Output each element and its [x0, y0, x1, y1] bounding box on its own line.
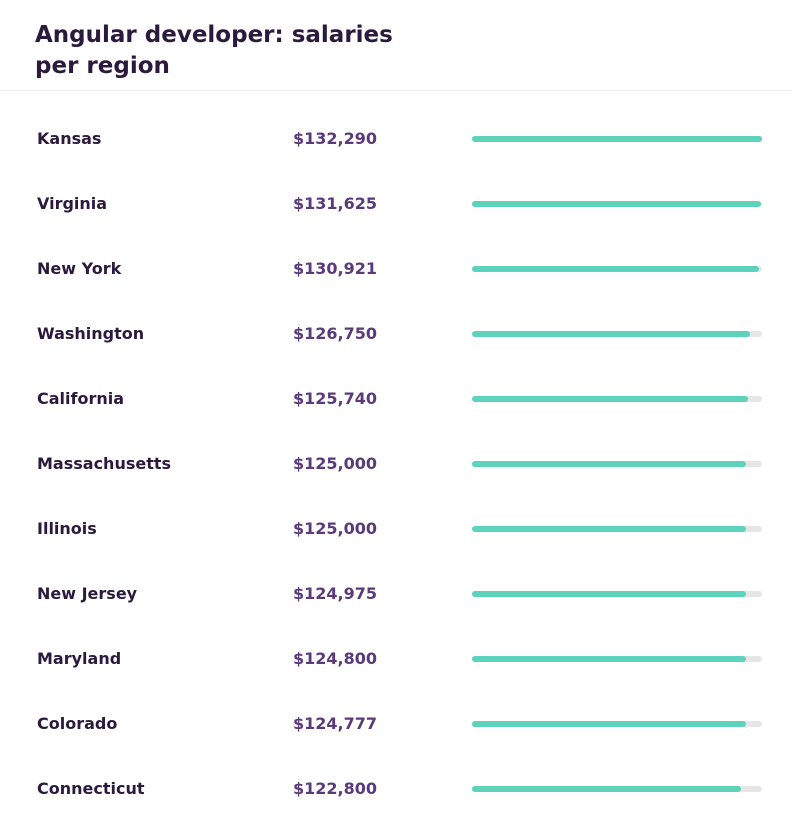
salary-bar [472, 136, 762, 142]
salary-bar [472, 201, 761, 207]
salary-value: $124,975 [293, 584, 378, 603]
salary-bar [472, 721, 746, 727]
table-row: New Jersey $124,975 [0, 562, 792, 627]
salary-rows: Kansas $132,290 Virginia $131,625 New York $1… [0, 107, 792, 822]
salary-bar [472, 396, 748, 402]
region-label: Illinois [37, 519, 97, 538]
salary-bar [472, 331, 750, 337]
table-row: Connecticut $122,800 [0, 757, 792, 822]
salary-value: $125,740 [293, 389, 378, 408]
salary-bar [472, 526, 747, 532]
table-row: Virginia $131,625 [0, 172, 792, 237]
table-row: Illinois $125,000 [0, 497, 792, 562]
salary-value: $131,625 [293, 194, 378, 213]
table-row: Massachusetts $125,000 [0, 432, 792, 497]
salary-bar [472, 786, 742, 792]
salary-bar [472, 266, 759, 272]
salary-bar-track [472, 266, 762, 272]
salary-bar-track [472, 526, 762, 532]
salary-value: $126,750 [293, 324, 378, 343]
salary-bar [472, 656, 746, 662]
salary-bar-track [472, 136, 762, 142]
salary-bar-track [472, 396, 762, 402]
salary-bar-track [472, 656, 762, 662]
salary-bar-track [472, 201, 762, 207]
region-label: Washington [37, 324, 145, 343]
salary-bar-track [472, 461, 762, 467]
table-row: Colorado $124,777 [0, 692, 792, 757]
region-label: New Jersey [37, 584, 138, 603]
chart-title: Angular developer: salaries per region [35, 22, 393, 79]
salary-value: $124,800 [293, 649, 378, 668]
table-row: Washington $126,750 [0, 302, 792, 367]
salary-value: $125,000 [293, 519, 378, 538]
region-label: Massachusetts [37, 454, 172, 473]
salary-bar [472, 461, 747, 467]
table-row: Kansas $132,290 [0, 107, 792, 172]
table-row: California $125,740 [0, 367, 792, 432]
salary-value: $125,000 [293, 454, 378, 473]
salary-bar-track [472, 721, 762, 727]
salary-bar-track [472, 331, 762, 337]
salary-bar-track [472, 591, 762, 597]
table-row: New York $130,921 [0, 237, 792, 302]
salary-value: $122,800 [293, 779, 378, 798]
region-label: Kansas [37, 129, 102, 148]
salary-bar-track [472, 786, 762, 792]
salary-value: $130,921 [293, 259, 378, 278]
region-label: New York [37, 259, 122, 278]
region-label: Colorado [37, 714, 118, 733]
region-label: Connecticut [37, 779, 145, 798]
table-row: Maryland $124,800 [0, 627, 792, 692]
salary-value: $132,290 [293, 129, 378, 148]
region-label: California [37, 389, 125, 408]
salary-value: $124,777 [293, 714, 378, 733]
salary-bar [472, 591, 746, 597]
region-label: Virginia [37, 194, 108, 213]
region-label: Maryland [37, 649, 122, 668]
chart-header: Angular developer: salaries per region [0, 0, 792, 91]
